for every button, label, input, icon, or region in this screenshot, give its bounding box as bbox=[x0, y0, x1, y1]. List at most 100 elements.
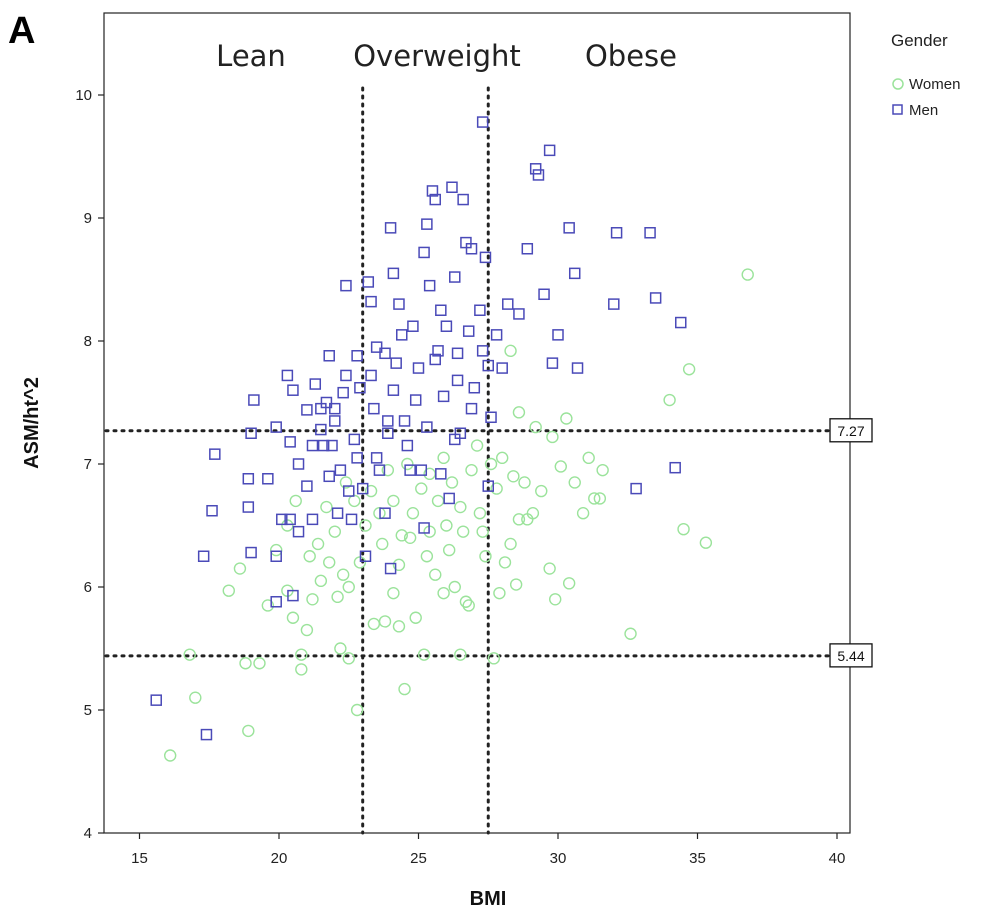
legend-title: Gender bbox=[891, 31, 948, 50]
legend-men-label: Men bbox=[909, 102, 938, 119]
women-point bbox=[588, 492, 601, 505]
men-point bbox=[197, 550, 210, 562]
cutoff-label: 7.27 bbox=[837, 423, 864, 439]
legend-men-marker bbox=[892, 104, 903, 115]
men-point bbox=[451, 347, 464, 360]
women-point bbox=[270, 543, 283, 557]
women-point bbox=[493, 586, 506, 600]
men-point bbox=[396, 329, 408, 341]
men-point bbox=[552, 329, 564, 341]
x-tick-label: 15 bbox=[131, 850, 148, 867]
men-point bbox=[476, 116, 489, 128]
men-point bbox=[270, 596, 282, 608]
men-point bbox=[340, 369, 352, 382]
women-point bbox=[663, 393, 676, 407]
women-point bbox=[560, 412, 573, 425]
women-point bbox=[596, 463, 609, 477]
x-tick-label: 25 bbox=[410, 850, 427, 867]
women-point bbox=[454, 648, 467, 661]
y-tick-label: 4 bbox=[84, 825, 92, 842]
women-point bbox=[415, 482, 428, 495]
men-point bbox=[432, 345, 444, 357]
men-point bbox=[421, 218, 433, 230]
men-point bbox=[513, 308, 525, 320]
women-point bbox=[454, 500, 467, 514]
women-point bbox=[554, 460, 567, 473]
men-point bbox=[457, 193, 469, 206]
women-point bbox=[682, 363, 696, 376]
legend-women-marker bbox=[892, 78, 904, 90]
men-point bbox=[401, 439, 414, 452]
men-point bbox=[242, 473, 255, 485]
men-point bbox=[571, 362, 584, 374]
women-point bbox=[295, 663, 308, 676]
men-point bbox=[150, 694, 162, 706]
men-point bbox=[242, 501, 255, 513]
men-point bbox=[365, 295, 377, 308]
women-point bbox=[535, 484, 548, 498]
men-point bbox=[435, 304, 447, 316]
women-point bbox=[546, 430, 559, 444]
men-point bbox=[306, 513, 319, 526]
men-point bbox=[379, 507, 391, 519]
men-point bbox=[440, 320, 453, 332]
cutoff-label-box bbox=[829, 643, 873, 668]
women-point bbox=[253, 657, 266, 670]
women-point bbox=[440, 519, 453, 532]
men-point bbox=[356, 482, 369, 495]
women-point bbox=[521, 513, 534, 526]
women-point bbox=[336, 568, 350, 581]
cutoff-label-box bbox=[829, 418, 873, 443]
women-point bbox=[593, 492, 607, 505]
men-point bbox=[490, 329, 503, 341]
region-label-lean: Lean bbox=[216, 39, 286, 73]
women-point bbox=[512, 513, 526, 526]
women-point bbox=[562, 577, 576, 590]
women-point bbox=[328, 525, 341, 538]
women-point bbox=[448, 580, 461, 594]
men-point bbox=[320, 396, 333, 409]
men-point bbox=[337, 386, 349, 399]
women-point bbox=[470, 439, 484, 452]
women-point bbox=[403, 531, 417, 544]
men-point bbox=[343, 485, 355, 497]
women-point bbox=[699, 536, 713, 549]
women-point bbox=[543, 562, 556, 575]
women-point bbox=[311, 537, 325, 551]
women-point bbox=[417, 648, 431, 661]
series-women bbox=[163, 268, 754, 762]
women-point bbox=[233, 562, 247, 575]
men-point bbox=[368, 402, 380, 415]
y-tick-label: 5 bbox=[84, 702, 92, 719]
men-point bbox=[370, 341, 383, 353]
women-point bbox=[420, 550, 434, 563]
women-point bbox=[387, 586, 400, 600]
y-tick-label: 8 bbox=[84, 333, 92, 350]
women-point bbox=[239, 657, 252, 670]
men-point bbox=[418, 246, 430, 259]
women-point bbox=[300, 623, 314, 637]
women-point bbox=[429, 568, 442, 581]
women-point bbox=[518, 476, 531, 489]
men-point bbox=[345, 513, 358, 526]
men-point bbox=[348, 433, 361, 446]
women-point bbox=[576, 507, 590, 520]
series-men bbox=[150, 116, 687, 741]
men-point bbox=[262, 473, 274, 485]
women-point bbox=[342, 652, 355, 665]
y-axis-title: ASM/ht^2 bbox=[21, 377, 43, 469]
men-point bbox=[301, 404, 313, 416]
men-point bbox=[649, 292, 662, 304]
x-tick-label: 35 bbox=[689, 850, 706, 867]
legend: Gender Women Men bbox=[891, 31, 960, 119]
men-point bbox=[209, 448, 221, 460]
women-point bbox=[504, 344, 517, 358]
women-point bbox=[289, 494, 302, 508]
men-point bbox=[379, 347, 391, 360]
men-point bbox=[482, 359, 494, 372]
men-point bbox=[675, 316, 687, 329]
men-point bbox=[362, 276, 375, 288]
women-point bbox=[242, 724, 255, 738]
men-point bbox=[474, 304, 486, 316]
men-point bbox=[309, 378, 322, 390]
